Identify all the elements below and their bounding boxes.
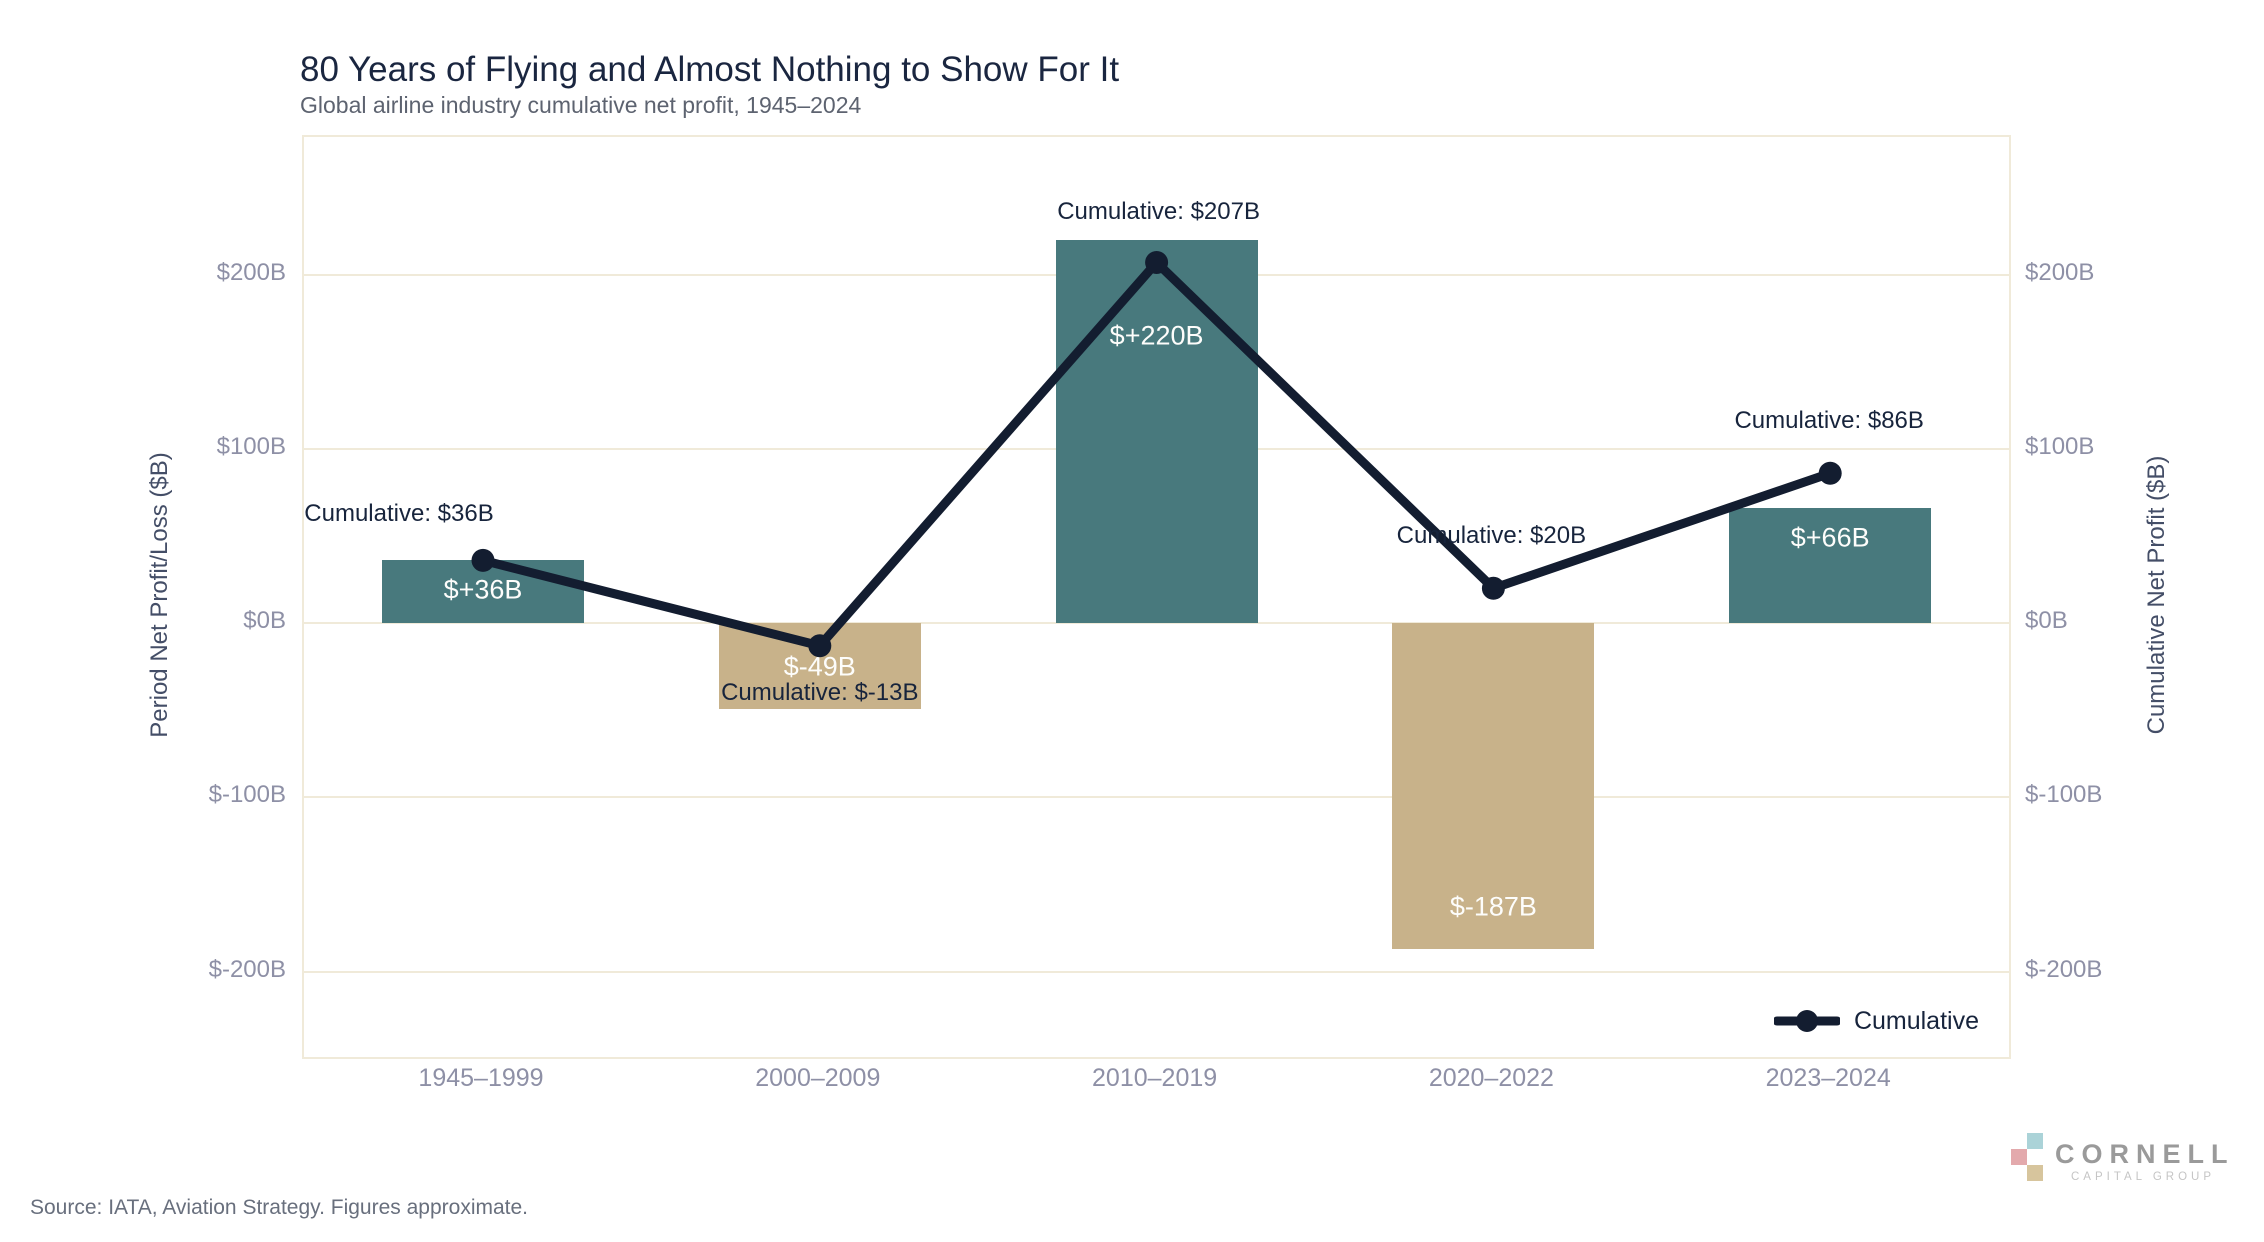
legend-line-marker-icon (1773, 1010, 1840, 1032)
x-axis-label: 2000–2009 (755, 1064, 881, 1092)
right-axis-tick-label: $200B (2025, 258, 2095, 286)
bar-value-label: $+66B (1790, 522, 1870, 553)
gridline (304, 970, 2009, 973)
bar-value-label: $-49B (783, 651, 856, 681)
cumulative-annotation: Cumulative: $20B (1396, 522, 1587, 550)
cumulative-annotation: Cumulative: $-13B (721, 678, 919, 706)
x-axis-label: 2020–2022 (1428, 1064, 1554, 1092)
x-axis-label: 2010–2019 (1092, 1064, 1218, 1092)
x-axis-label: 2023–2024 (1765, 1064, 1891, 1092)
legend-cumulative[interactable]: Cumulative (1773, 1005, 1979, 1037)
left-axis-tick-label: $200B (216, 258, 286, 286)
right-axis-tick-label: $0B (2025, 607, 2068, 635)
left-axis-tick-label: $-200B (208, 955, 286, 983)
right-axis-tick-label: $100B (2025, 432, 2095, 460)
logo-pink-square-icon (2011, 1149, 2027, 1165)
cumulative-marker (1818, 461, 1842, 485)
logo-subtext: CAPITAL GROUP (2071, 1171, 2216, 1183)
right-axis-title: Cumulative Net Profit ($B) (2143, 455, 2170, 735)
profit-bar (1055, 239, 1258, 624)
left-axis-tick-label: $100B (216, 432, 286, 460)
profit-bar (1392, 623, 1595, 949)
bar-value-label: $+36B (443, 574, 523, 605)
left-axis-title: Period Net Profit/Loss ($B) (146, 452, 173, 738)
left-axis-tick-label: $0B (243, 607, 286, 635)
logo-name: CORNELL (2055, 1139, 2235, 1169)
left-axis-tick-label: $-100B (208, 781, 286, 809)
chart-subtitle: Global airline industry cumulative net p… (300, 92, 862, 118)
logo-tan-square-icon (2027, 1165, 2043, 1181)
x-axis-label: 1945–1999 (418, 1064, 544, 1092)
chart-title: 80 Years of Flying and Almost Nothing to… (300, 50, 1120, 89)
source-note: Source: IATA, Aviation Strategy. Figures… (30, 1196, 529, 1219)
cumulative-annotation: Cumulative: $86B (1734, 407, 1924, 435)
bar-value-label: $-187B (1449, 891, 1537, 922)
gridline (304, 796, 2009, 799)
cumulative-marker (1481, 576, 1505, 600)
cumulative-annotation: Cumulative: $207B (1057, 198, 1260, 226)
right-axis-tick-label: $-200B (2025, 955, 2103, 983)
logo-blue-square-icon (2027, 1133, 2043, 1149)
cumulative-annotation: Cumulative: $36B (304, 500, 494, 528)
bar-value-label: $+220B (1109, 320, 1204, 351)
legend-label: Cumulative (1853, 1006, 1979, 1035)
right-axis-tick-label: $-100B (2025, 781, 2103, 809)
cornell-capital-group-logo: CORNELL CAPITAL GROUP (2011, 1133, 2241, 1189)
plot-area: Cumulative $+36B $-49B $+220B $-187B $+66B Cu… (302, 135, 2011, 1059)
